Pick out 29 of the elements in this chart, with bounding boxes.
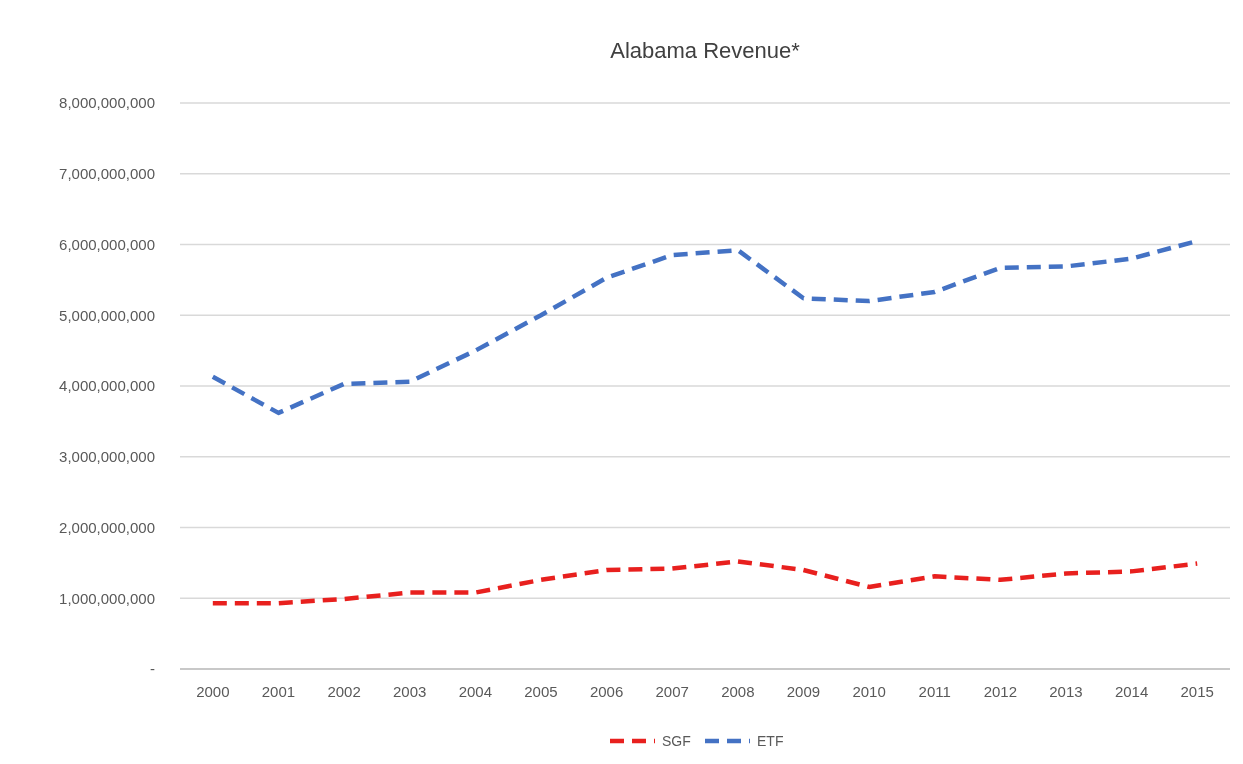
y-tick-label: 6,000,000,000	[59, 235, 155, 253]
x-tick-label: 2002	[327, 683, 361, 700]
x-tick-label: 2003	[393, 683, 427, 700]
x-tick-label: 2012	[983, 683, 1017, 700]
x-tick-label: 2001	[261, 683, 296, 700]
x-tick-label: 2013	[1049, 683, 1083, 700]
x-tick-label: 2000	[196, 683, 230, 700]
y-tick-label: 2,000,000,000	[59, 518, 155, 536]
x-tick-label: 2008	[721, 683, 755, 700]
y-tick-label: -	[150, 660, 155, 678]
legend-label: SGF	[662, 732, 691, 749]
x-tick-label: 2010	[852, 683, 886, 700]
x-tick-label: 2009	[786, 683, 821, 700]
line-series	[210, 559, 1200, 606]
y-tick-label: 4,000,000,000	[59, 377, 155, 395]
legend-label: ETF	[757, 732, 784, 749]
y-tick-label: 5,000,000,000	[59, 306, 155, 324]
x-tick-label: 2015	[1180, 683, 1214, 700]
x-tick-label: 2011	[918, 683, 951, 700]
x-tick-label: 2004	[458, 683, 492, 700]
y-tick-label: 3,000,000,000	[59, 448, 155, 465]
x-tick-label: 2006	[589, 683, 624, 700]
y-tick-label: 1,000,000,000	[59, 589, 155, 607]
x-tick-label: 2014	[1114, 683, 1149, 700]
x-tick-label: 2005	[524, 683, 558, 700]
chart-title: Alabama Revenue*	[610, 38, 801, 63]
x-tick-label: 2007	[655, 683, 689, 700]
y-tick-label: 7,000,000,000	[59, 165, 155, 182]
y-tick-label: 8,000,000,000	[59, 94, 155, 112]
